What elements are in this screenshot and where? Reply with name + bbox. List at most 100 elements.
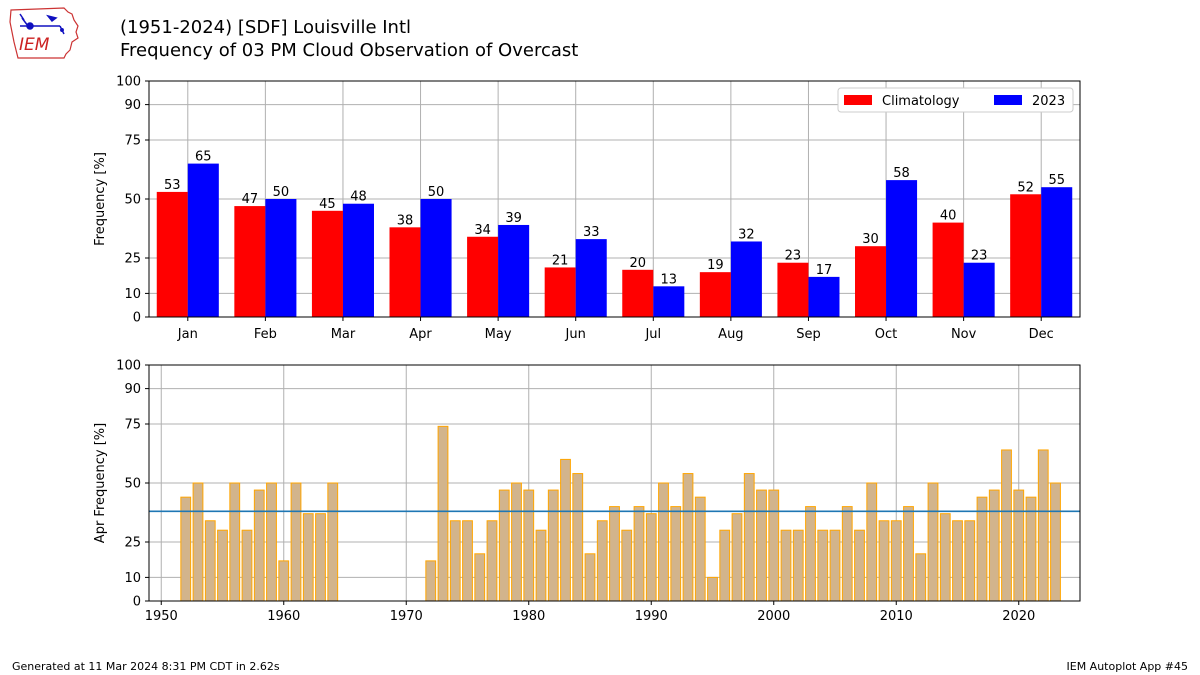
- data-label: 45: [319, 197, 336, 212]
- bar-year: [462, 520, 473, 602]
- bar-climatology: [156, 191, 188, 317]
- bar-year: [302, 513, 314, 602]
- y-axis-label: Frequency [%]: [93, 152, 108, 246]
- y-tick-label: 25: [124, 252, 141, 267]
- x-tick-label: May: [485, 327, 512, 342]
- data-label: 58: [893, 166, 910, 181]
- bar-year: [756, 489, 767, 602]
- bar-year: [474, 553, 486, 602]
- y-tick-label: 10: [124, 571, 141, 586]
- bar-year: [535, 529, 547, 602]
- legend-swatch-2023: [994, 95, 1022, 105]
- legend: Climatology 2023: [837, 87, 1074, 113]
- bar-year: [1050, 482, 1061, 602]
- bar-year: [927, 482, 939, 602]
- bar-year: [890, 520, 902, 602]
- weather-station-icon: [19, 13, 65, 35]
- bar-2023: [575, 239, 607, 317]
- bar-year: [866, 482, 878, 602]
- bar-year: [425, 560, 437, 602]
- x-tick-label: Jul: [644, 327, 661, 342]
- bar-climatology: [855, 246, 887, 317]
- data-label: 50: [428, 185, 445, 200]
- bar-year: [645, 513, 657, 602]
- bar-year: [743, 473, 755, 602]
- bar-year: [572, 473, 584, 602]
- bar-year: [217, 529, 228, 602]
- bar-2023: [1041, 187, 1073, 317]
- bar-year: [192, 482, 204, 602]
- data-label: 20: [630, 256, 647, 271]
- data-label: 38: [397, 213, 414, 228]
- y-tick-label: 75: [124, 418, 141, 433]
- bar-year: [817, 529, 829, 602]
- data-label: 33: [583, 225, 600, 240]
- bar-2023: [653, 286, 685, 317]
- y-tick-label: 50: [124, 477, 141, 492]
- legend-swatch-climatology: [844, 95, 872, 105]
- bar-climatology: [234, 206, 266, 317]
- bar-year: [633, 506, 645, 602]
- bar-year: [952, 520, 963, 602]
- bar-year: [596, 520, 608, 602]
- x-tick-label: 2010: [880, 609, 913, 624]
- bar-2023: [420, 199, 452, 317]
- y-tick-label: 0: [133, 595, 141, 610]
- annual-april-chart: 0 10 25 50 75 90 100 1950 1960 1970 1980 1990 2000 20…: [93, 359, 1081, 624]
- footer-app: IEM Autoplot App #45: [1066, 660, 1189, 673]
- bar-2023: [498, 224, 530, 317]
- legend-box: [837, 87, 1074, 113]
- legend-label-2023: 2023: [1032, 94, 1065, 109]
- bar-year: [841, 506, 853, 602]
- bar-year: [547, 489, 559, 602]
- bar-year: [278, 560, 290, 602]
- bar-year: [229, 482, 241, 602]
- y-tick-label: 25: [124, 536, 141, 551]
- data-label: 40: [940, 209, 957, 224]
- y-tick-label: 75: [124, 134, 141, 149]
- bar-year: [241, 529, 253, 602]
- data-label: 19: [707, 258, 724, 273]
- bar-climatology: [467, 236, 499, 317]
- bar-year: [511, 482, 522, 602]
- chart-title-line2: Frequency of 03 PM Cloud Observation of …: [120, 40, 579, 61]
- bar-2023: [265, 199, 297, 317]
- bar-year: [1025, 496, 1037, 602]
- data-label: 21: [552, 253, 569, 268]
- data-label: 47: [242, 192, 259, 207]
- bar-year: [180, 496, 192, 602]
- x-tick-label: 1970: [390, 609, 423, 624]
- bar-year: [719, 529, 731, 602]
- x-tick-label: Jan: [177, 327, 198, 342]
- data-label: 65: [195, 150, 212, 165]
- y-tick-label: 50: [124, 193, 141, 208]
- data-label: 13: [661, 272, 678, 287]
- bar-year: [780, 529, 792, 602]
- bar-year: [523, 489, 535, 602]
- data-label: 23: [971, 249, 988, 264]
- bar-year: [915, 553, 927, 602]
- x-tick-label: 1980: [512, 609, 545, 624]
- data-label: 34: [474, 223, 491, 238]
- chart-title-line1: (1951-2024) [SDF] Louisville Intl: [120, 17, 412, 38]
- data-label: 17: [816, 263, 833, 278]
- x-tick-label: Mar: [331, 327, 356, 342]
- data-label: 50: [273, 185, 290, 200]
- bar-year: [964, 520, 976, 602]
- bar-year: [731, 513, 743, 602]
- bar-year: [878, 520, 890, 602]
- data-label: 48: [350, 190, 367, 205]
- bar-climatology: [777, 262, 809, 317]
- bar-year: [988, 489, 1000, 602]
- logo-text: IEM: [19, 35, 50, 55]
- bar-year: [658, 482, 669, 602]
- y-tick-label: 10: [124, 287, 141, 302]
- x-tick-label: 2000: [757, 609, 790, 624]
- bar-2023: [886, 180, 918, 317]
- bar-climatology: [699, 272, 731, 317]
- iowa-outline: [9, 7, 79, 59]
- bar-year: [1013, 489, 1025, 602]
- y-tick-label: 100: [116, 75, 141, 90]
- bar-year: [486, 520, 498, 602]
